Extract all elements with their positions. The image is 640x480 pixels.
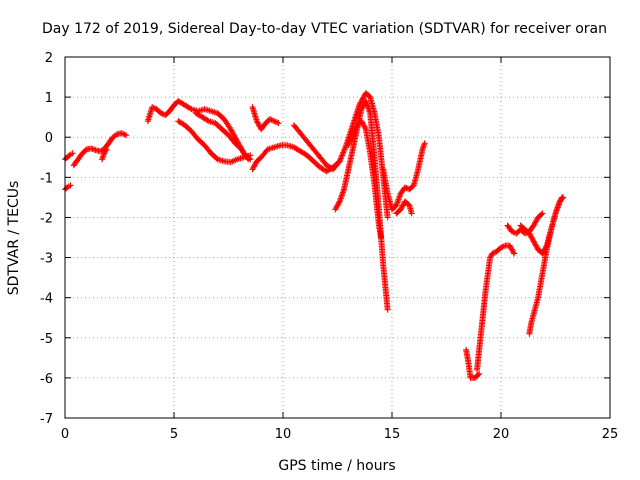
data-point xyxy=(67,182,74,189)
data-point xyxy=(69,150,76,157)
series-s5 xyxy=(144,98,254,163)
data-point xyxy=(384,306,391,313)
x-tick-label: 20 xyxy=(493,427,510,442)
data-point xyxy=(120,130,127,137)
series-s16 xyxy=(474,242,518,373)
series-s3 xyxy=(70,130,130,169)
data-point xyxy=(559,195,566,202)
y-tick-label: -6 xyxy=(40,372,53,387)
series-s19 xyxy=(526,194,567,337)
data-point xyxy=(539,210,546,217)
series-s8 xyxy=(249,104,282,133)
data-point xyxy=(335,199,342,206)
data-point xyxy=(103,146,110,153)
data-point xyxy=(275,120,282,127)
y-tick-label: -7 xyxy=(40,412,53,427)
y-tick-label: 2 xyxy=(45,51,53,66)
y-tick-label: 0 xyxy=(45,131,53,146)
series-s6 xyxy=(175,118,254,166)
y-tick-label: -4 xyxy=(40,292,53,307)
x-tick-label: 10 xyxy=(275,427,292,442)
data-point xyxy=(408,210,415,217)
series-s12 xyxy=(345,118,385,241)
series-s4 xyxy=(99,146,110,163)
data-point xyxy=(378,234,385,241)
chart-title: Day 172 of 2019, Sidereal Day-to-day VTE… xyxy=(42,21,607,37)
x-tick-label: 5 xyxy=(170,427,178,442)
data-points xyxy=(62,90,567,381)
series-s2 xyxy=(62,150,76,163)
y-tick-label: -2 xyxy=(40,211,53,226)
x-tick-label: 25 xyxy=(602,427,619,442)
data-point xyxy=(510,249,517,256)
data-point xyxy=(511,250,518,257)
y-tick-label: -5 xyxy=(40,332,53,347)
data-point xyxy=(560,194,567,201)
data-point xyxy=(538,211,545,218)
data-point xyxy=(245,156,252,163)
series-s11 xyxy=(332,98,391,313)
data-point xyxy=(487,253,494,260)
data-point xyxy=(244,154,251,161)
data-point xyxy=(421,140,428,147)
grid-lines xyxy=(65,57,610,418)
data-point xyxy=(123,132,130,139)
x-tick-label: 0 xyxy=(61,427,69,442)
series-s7 xyxy=(192,110,252,163)
data-point xyxy=(362,124,369,131)
series-s1 xyxy=(62,182,74,193)
data-point xyxy=(187,105,194,112)
y-axis-label: SDTVAR / TECUs xyxy=(6,181,22,296)
data-point xyxy=(475,371,482,378)
y-tick-label: 1 xyxy=(45,91,53,106)
data-point xyxy=(121,131,128,138)
series-s17 xyxy=(504,210,546,237)
data-point xyxy=(102,147,109,154)
x-tick-label: 15 xyxy=(384,427,401,442)
data-point xyxy=(384,214,391,221)
y-tick-label: -1 xyxy=(40,171,53,186)
series-s14 xyxy=(393,198,415,217)
data-point xyxy=(476,370,483,377)
y-tick-label: -3 xyxy=(40,252,53,267)
x-axis-label: GPS time / hours xyxy=(278,458,395,474)
plot-frame xyxy=(64,56,611,419)
data-point xyxy=(204,117,211,124)
series-s13 xyxy=(380,140,428,213)
series-s15 xyxy=(463,346,483,381)
